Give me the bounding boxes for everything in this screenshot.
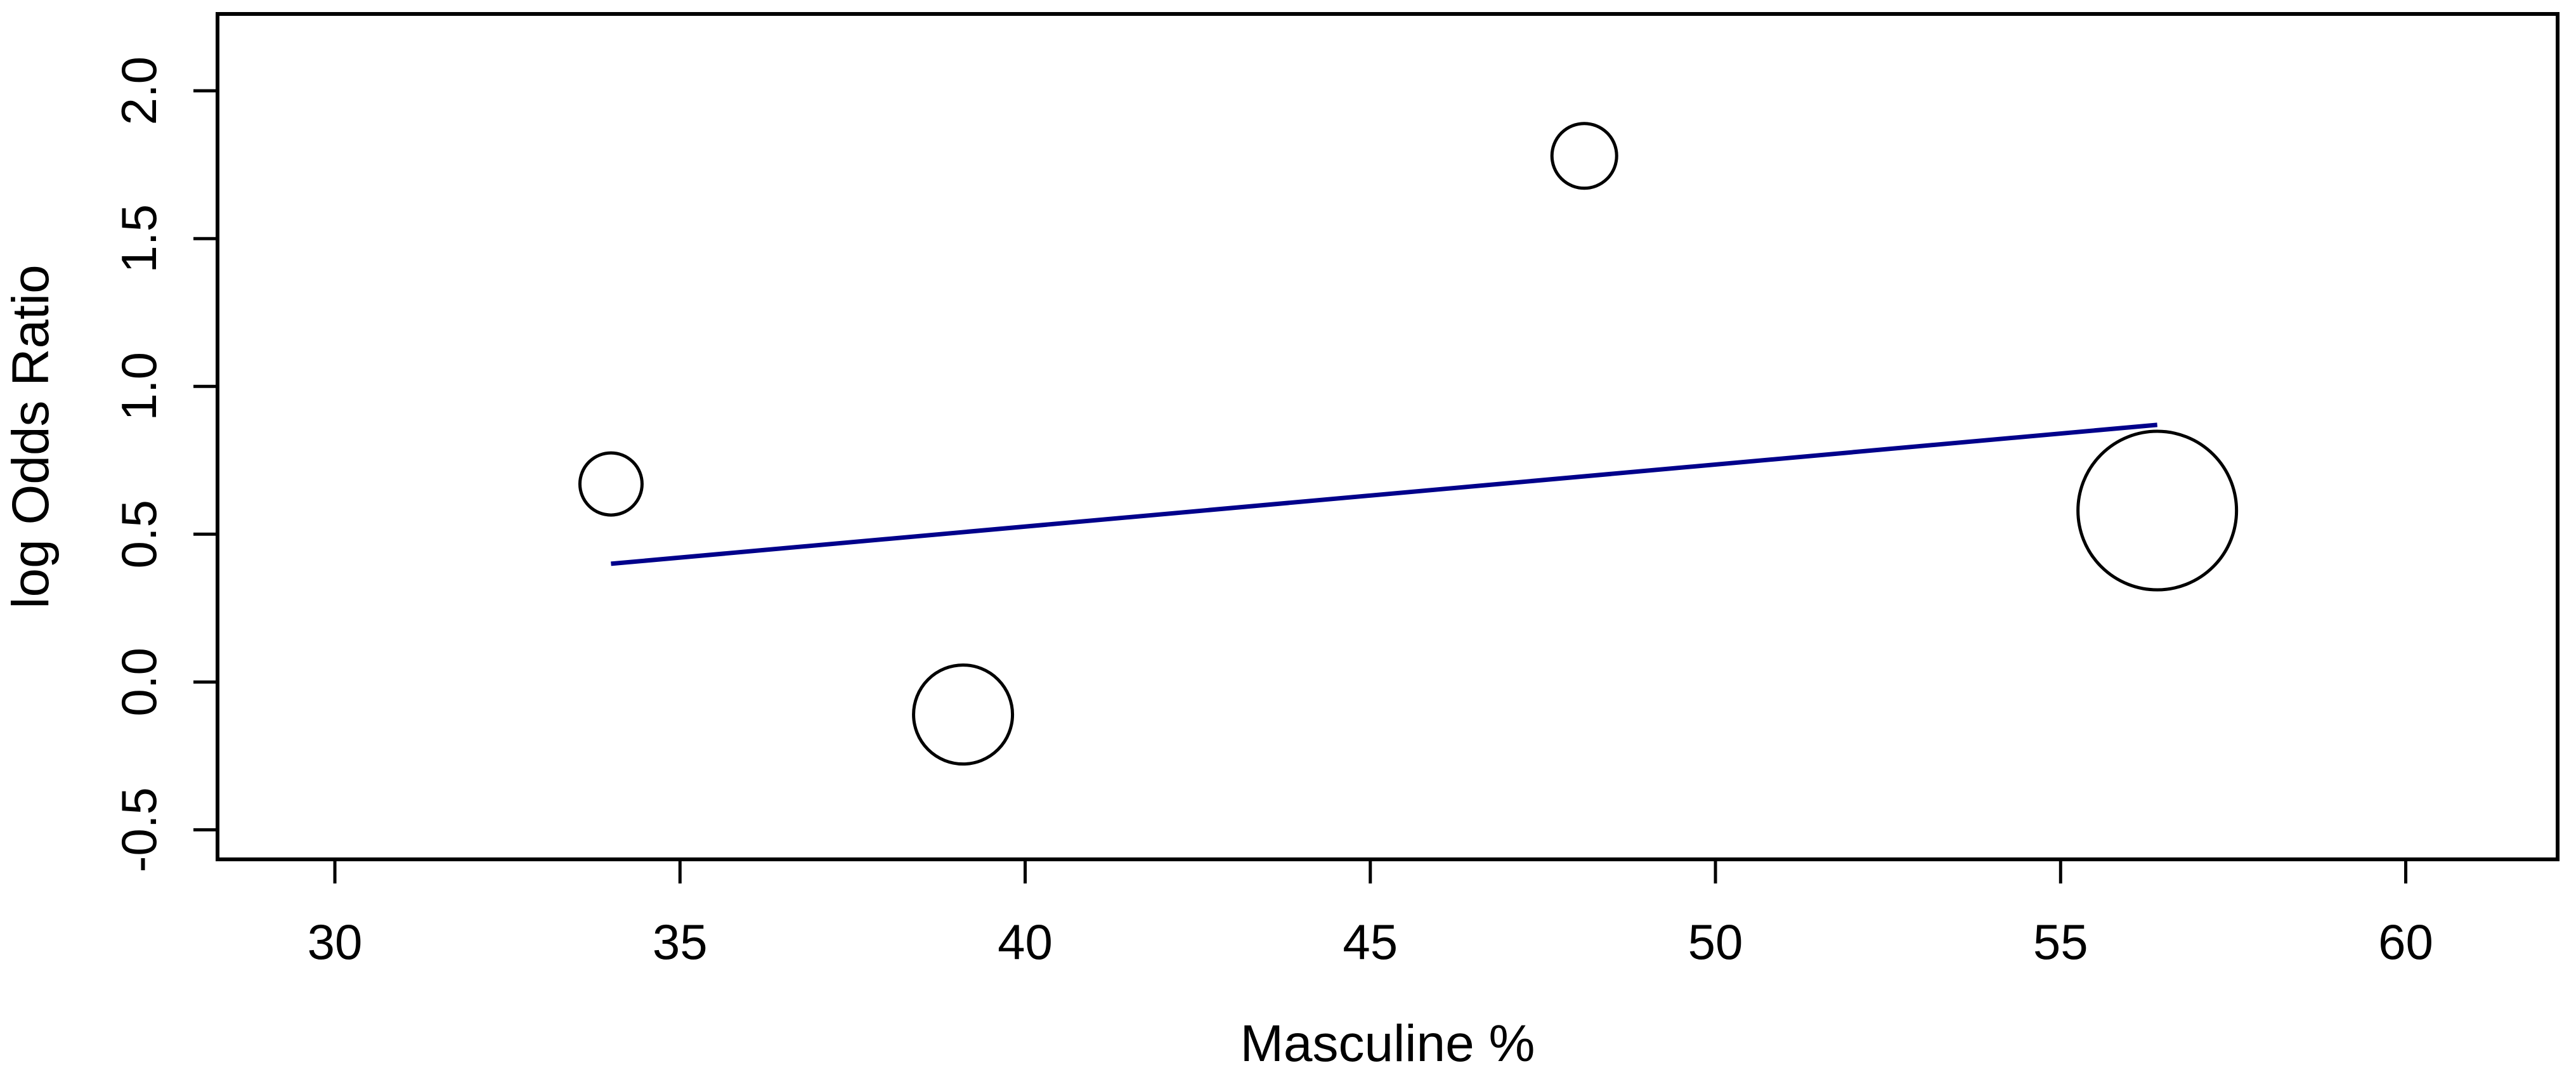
x-axis-tick-label: 55 (2033, 914, 2088, 970)
study-bubble (2076, 429, 2239, 592)
x-axis-tick-label: 30 (308, 914, 363, 970)
x-axis-tick-label: 35 (653, 914, 708, 970)
x-axis-title: Masculine % (1240, 1015, 1535, 1072)
y-axis-tick-label: -0.5 (111, 787, 167, 872)
regression-line (611, 422, 2157, 566)
x-axis-tick-label: 45 (1343, 914, 1398, 970)
y-axis-tick-label: 2.0 (111, 56, 167, 125)
y-axis-title: log Odds Ratio (2, 264, 60, 608)
x-axis-tick-label: 40 (998, 914, 1053, 970)
study-bubble (578, 451, 644, 517)
y-axis-tick-label: 0.5 (111, 500, 167, 568)
study-bubble (912, 663, 1015, 766)
x-axis-tick-label: 50 (1688, 914, 1743, 970)
y-axis-tick-label: 0.0 (111, 648, 167, 716)
y-axis-tick-label: 1.0 (111, 352, 167, 420)
study-bubble (1550, 122, 1618, 190)
plot-box (216, 12, 2560, 861)
x-axis-tick-label: 60 (2378, 914, 2433, 970)
y-axis-tick-label: 1.5 (111, 204, 167, 273)
